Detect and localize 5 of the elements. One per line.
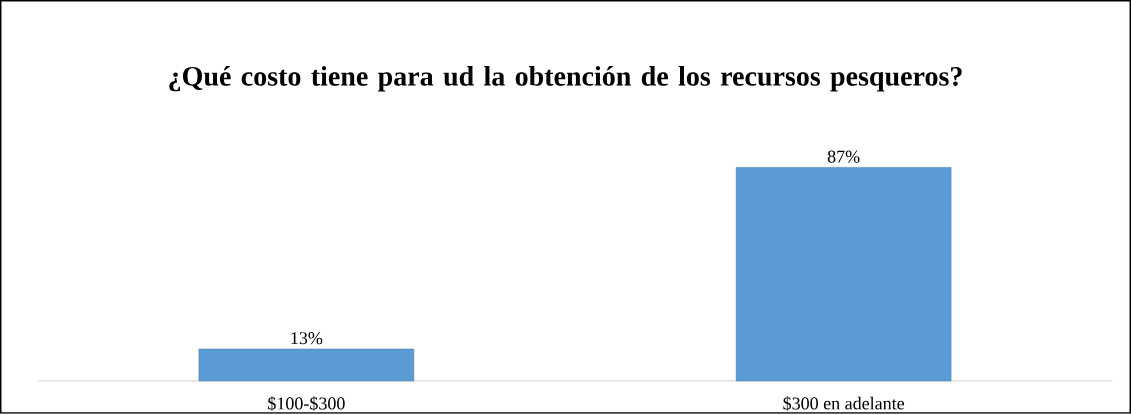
x-tick-label: $300 en adelante [783,396,905,411]
data-label: 87% [827,150,860,163]
data-label: 13% [291,332,323,345]
chart-title: ¿Qué costo tiene para ud la obtención de los recursos pesqueros? [169,65,962,92]
x-tick-label: $100-$300 [268,396,345,411]
